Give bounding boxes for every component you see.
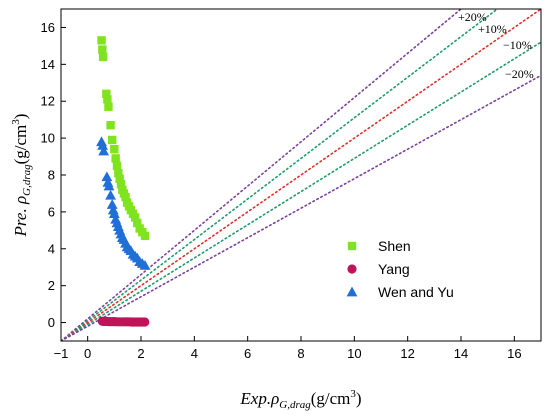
reference-lines — [61, 9, 541, 341]
x-tick-label: 12 — [400, 346, 414, 361]
wen-and-yu-point — [106, 199, 118, 209]
reference-line — [61, 9, 463, 341]
reference-line-labels: +20%+10% −10% −20% — [458, 10, 534, 81]
shen-point — [98, 52, 108, 62]
reference-line — [61, 9, 499, 341]
reference-line — [61, 41, 541, 341]
reference-line — [61, 9, 541, 341]
yang-point — [140, 317, 150, 327]
wen-and-yu-point — [103, 180, 115, 191]
reference-line-label: +10% — [478, 22, 507, 36]
legend-shen-label: Shen — [378, 238, 411, 254]
y-tick-label: 0 — [48, 315, 55, 330]
y-tick-label: 14 — [41, 57, 55, 72]
wen-and-yu-point — [97, 140, 108, 150]
x-tick-label: 10 — [347, 346, 361, 361]
x-tick-label: 16 — [507, 346, 521, 361]
x-axis-title: Exp.ρG,drag(g/cm3) — [239, 388, 361, 411]
shen-point — [102, 89, 111, 99]
reference-line-label: −10% — [503, 38, 532, 52]
y-tick-label: 2 — [48, 278, 55, 293]
y-axis-title: Pre. ρG,drag(g/cm3) — [10, 114, 33, 238]
shen-point — [108, 135, 117, 145]
y-tick-label: 6 — [48, 204, 55, 219]
shen-point — [104, 102, 113, 111]
y-tick-label: 10 — [41, 131, 55, 146]
y-tick-label: 16 — [41, 20, 55, 35]
x-axis-ticks: −1 0 2 4 6 8 10 12 14 16 — [54, 336, 522, 361]
x-tick-label: 0 — [84, 346, 91, 361]
y-tick-label: 8 — [48, 168, 55, 183]
x-tick-label: 4 — [191, 346, 198, 361]
legend-wen-and-yu-marker — [346, 286, 358, 297]
wen-and-yu-point — [101, 171, 113, 182]
reference-line — [61, 74, 541, 341]
reference-line-label: +20% — [458, 10, 487, 24]
x-tick-label: 2 — [137, 346, 144, 361]
wen-and-yu-point — [108, 208, 120, 219]
y-tick-label: 4 — [48, 241, 55, 256]
shen-point — [106, 121, 115, 130]
x-tick-label: 6 — [244, 346, 251, 361]
shen-point — [103, 95, 112, 104]
wen-and-yu-point — [139, 259, 151, 270]
legend-yang-label: Yang — [378, 261, 410, 277]
shen-point — [98, 45, 107, 54]
wen-and-yu-point — [105, 189, 116, 200]
legend-wen-and-yu-label: Wen and Yu — [378, 284, 454, 300]
shen-point — [110, 144, 119, 154]
data-points — [96, 36, 151, 327]
shen-point — [130, 213, 140, 222]
shen-point — [97, 36, 106, 45]
shen-point — [111, 154, 120, 163]
y-axis-ticks: 0 2 4 6 8 10 12 14 16 — [41, 20, 66, 330]
x-tick-label: 14 — [454, 346, 468, 361]
legend-shen-marker — [347, 241, 357, 251]
x-tick-label: −1 — [54, 346, 69, 361]
wen-and-yu-point — [98, 145, 110, 156]
shen-point — [133, 218, 142, 228]
shen-point — [115, 174, 124, 183]
reference-line-label: −20% — [505, 67, 534, 81]
y-tick-label: 12 — [41, 94, 55, 109]
shen-point — [114, 168, 123, 178]
shen-point — [112, 161, 122, 170]
shen-point — [121, 192, 130, 202]
x-tick-label: 8 — [297, 346, 304, 361]
shen-point — [140, 231, 150, 241]
legend: Shen Yang Wen and Yu — [346, 238, 454, 300]
shen-point — [116, 180, 126, 189]
legend-yang-marker — [347, 264, 357, 274]
